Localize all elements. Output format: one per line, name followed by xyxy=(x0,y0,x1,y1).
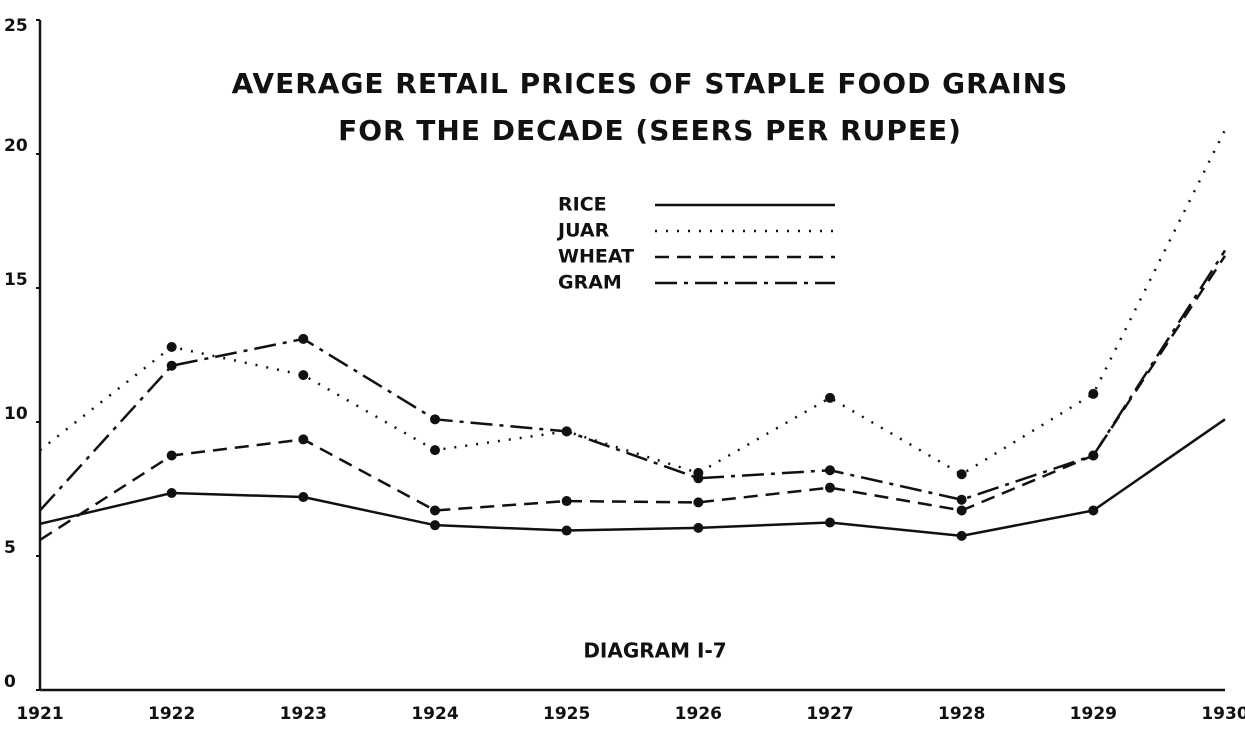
annotation: DIAGRAM I-7 xyxy=(583,639,726,663)
x-tick-label: 1924 xyxy=(411,704,458,724)
point xyxy=(166,450,177,461)
x-tick-label: 1927 xyxy=(806,704,853,724)
point xyxy=(166,488,177,499)
point xyxy=(298,370,309,381)
point xyxy=(825,517,835,528)
point xyxy=(166,341,177,352)
x-tick-label: 1930 xyxy=(1201,704,1245,724)
legend-label: WHEAT xyxy=(558,246,634,268)
point xyxy=(298,434,309,445)
point xyxy=(561,496,572,507)
point xyxy=(166,360,177,371)
point xyxy=(298,492,309,503)
point xyxy=(1088,388,1099,399)
point xyxy=(430,445,440,456)
point xyxy=(956,505,967,516)
series-line xyxy=(39,418,1226,538)
point xyxy=(561,525,572,536)
y-tick-label: 5 xyxy=(4,538,16,558)
point xyxy=(825,465,835,476)
point xyxy=(825,482,835,493)
point xyxy=(693,473,704,484)
y-tick-label: 25 xyxy=(4,16,28,36)
x-tick-label: 1923 xyxy=(280,704,327,724)
point xyxy=(956,494,967,505)
point xyxy=(298,333,309,344)
point xyxy=(693,522,704,533)
point xyxy=(956,469,967,480)
point xyxy=(430,505,440,516)
point xyxy=(1088,450,1099,461)
y-tick-label: 20 xyxy=(4,136,28,156)
y-tick-label: 15 xyxy=(4,270,28,290)
point xyxy=(1088,505,1099,516)
chart-title: FOR THE DECADE (SEERS PER RUPEE) xyxy=(338,114,962,147)
point xyxy=(430,414,440,425)
legend-label: JUAR xyxy=(556,220,610,242)
x-tick-label: 1926 xyxy=(675,704,722,724)
x-tick-label: 1921 xyxy=(16,704,63,724)
point xyxy=(561,426,572,437)
x-tick-label: 1928 xyxy=(938,704,985,724)
y-tick-label: 10 xyxy=(4,404,28,424)
point xyxy=(430,520,440,531)
x-tick-label: 1922 xyxy=(148,704,195,724)
series-line xyxy=(39,249,1227,512)
series-line xyxy=(39,255,1227,541)
y-tick-label: 0 xyxy=(4,672,16,692)
legend-label: RICE xyxy=(558,194,607,216)
point xyxy=(825,392,835,403)
point xyxy=(956,530,967,541)
series-line xyxy=(39,129,1227,476)
legend-label: GRAM xyxy=(558,272,622,294)
point xyxy=(693,497,704,508)
chart-title: AVERAGE RETAIL PRICES OF STAPLE FOOD GRA… xyxy=(232,67,1069,100)
x-tick-label: 1929 xyxy=(1070,704,1117,724)
x-tick-label: 1925 xyxy=(543,704,590,724)
